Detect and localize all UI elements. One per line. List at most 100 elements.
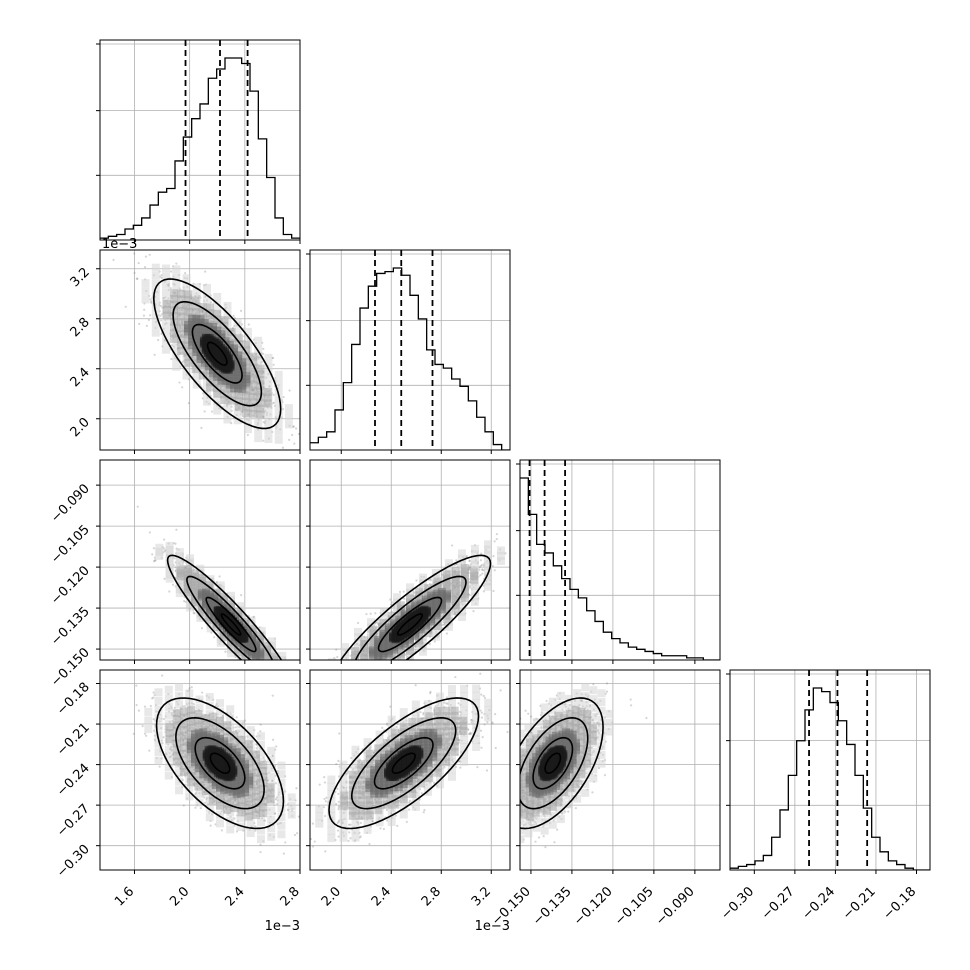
sample-point bbox=[204, 270, 207, 273]
sample-point bbox=[143, 308, 146, 311]
density-cell bbox=[278, 668, 286, 676]
sample-point bbox=[290, 690, 292, 692]
density-cell bbox=[264, 410, 273, 419]
sample-point bbox=[288, 673, 290, 675]
sample-point bbox=[279, 665, 281, 667]
sample-point bbox=[169, 270, 173, 273]
sample-point bbox=[184, 272, 187, 275]
panel-frame bbox=[99, 459, 301, 661]
sample-point bbox=[278, 663, 280, 665]
density-cell bbox=[284, 420, 293, 429]
sample-point bbox=[192, 611, 195, 614]
sample-point bbox=[318, 732, 320, 734]
sample-point bbox=[124, 305, 127, 308]
sample-point bbox=[252, 666, 254, 668]
density-cell bbox=[165, 545, 174, 554]
density-cell bbox=[141, 279, 150, 288]
sample-point bbox=[273, 671, 275, 673]
sample-point bbox=[288, 678, 290, 680]
contour-line bbox=[186, 575, 274, 660]
sample-point bbox=[277, 679, 279, 681]
sample-point bbox=[265, 672, 267, 674]
sample-point bbox=[292, 425, 295, 428]
density-cell bbox=[162, 321, 171, 330]
sample-point bbox=[303, 697, 305, 699]
sample-point bbox=[168, 590, 171, 593]
density-cell bbox=[191, 359, 200, 368]
density-cell bbox=[254, 426, 263, 435]
density-cell bbox=[242, 371, 251, 380]
density-cell bbox=[242, 397, 251, 406]
density-cell bbox=[151, 320, 160, 329]
sample-point bbox=[268, 671, 270, 673]
sample-point bbox=[264, 675, 266, 677]
sample-point bbox=[277, 690, 279, 692]
sample-point bbox=[159, 304, 162, 308]
sample-point bbox=[259, 662, 261, 664]
density-cell bbox=[175, 548, 184, 557]
density-cell bbox=[184, 347, 193, 356]
density-cell bbox=[258, 664, 266, 672]
panel-1-0: 2.02.42.83.2 bbox=[68, 249, 301, 454]
density-cell bbox=[270, 661, 278, 669]
density-cell bbox=[151, 279, 160, 288]
sample-point bbox=[210, 410, 214, 413]
y-tick-label: 3.2 bbox=[68, 265, 93, 290]
density-cell bbox=[256, 410, 265, 419]
density-cell bbox=[278, 685, 286, 693]
density-cell bbox=[206, 314, 215, 323]
density-cell bbox=[278, 672, 286, 680]
sample-point bbox=[259, 665, 261, 667]
sample-point bbox=[468, 586, 472, 589]
sample-point bbox=[265, 662, 267, 664]
sample-point bbox=[247, 323, 250, 326]
sample-point bbox=[286, 687, 288, 689]
sample-point bbox=[277, 665, 279, 667]
sample-point bbox=[133, 271, 136, 275]
density-cell bbox=[256, 387, 265, 396]
sample-point bbox=[294, 703, 296, 705]
sample-point bbox=[260, 661, 262, 663]
density-cell bbox=[162, 272, 171, 281]
sample-point bbox=[149, 298, 152, 301]
sample-point bbox=[277, 677, 279, 679]
sample-point bbox=[265, 664, 267, 666]
density-cell bbox=[268, 687, 276, 695]
sample-point bbox=[258, 663, 260, 665]
density-cell bbox=[227, 649, 236, 658]
density-cell bbox=[184, 358, 193, 367]
sample-point bbox=[160, 332, 163, 336]
density-cell bbox=[184, 307, 193, 316]
sample-point bbox=[148, 531, 152, 534]
density-cell bbox=[270, 670, 278, 678]
density-cell bbox=[258, 676, 266, 684]
density-cell bbox=[268, 662, 276, 670]
sample-point bbox=[367, 662, 369, 664]
density-cell bbox=[213, 378, 222, 387]
density-cell bbox=[177, 312, 186, 321]
sample-point bbox=[163, 577, 166, 580]
density-cell bbox=[177, 295, 186, 304]
density-cell bbox=[172, 362, 181, 371]
density-cell bbox=[219, 592, 228, 601]
sample-point bbox=[272, 662, 274, 664]
sample-point bbox=[272, 393, 275, 396]
sample-point bbox=[279, 687, 281, 689]
density-cell bbox=[151, 288, 160, 297]
density-cell bbox=[209, 322, 218, 331]
density-cell bbox=[206, 303, 215, 312]
density-cell bbox=[196, 613, 205, 622]
sample-point bbox=[294, 427, 298, 430]
density-cell bbox=[242, 403, 251, 412]
density-cell bbox=[278, 664, 286, 672]
sample-point bbox=[261, 662, 263, 664]
density-cell bbox=[177, 329, 186, 338]
sample-point bbox=[136, 505, 139, 508]
sample-point bbox=[253, 662, 255, 664]
sample-point bbox=[275, 672, 277, 674]
density-cell bbox=[264, 434, 273, 443]
density-cell bbox=[184, 320, 193, 329]
sample-point bbox=[255, 661, 257, 663]
density-cell bbox=[172, 281, 181, 290]
sample-point bbox=[262, 347, 265, 350]
